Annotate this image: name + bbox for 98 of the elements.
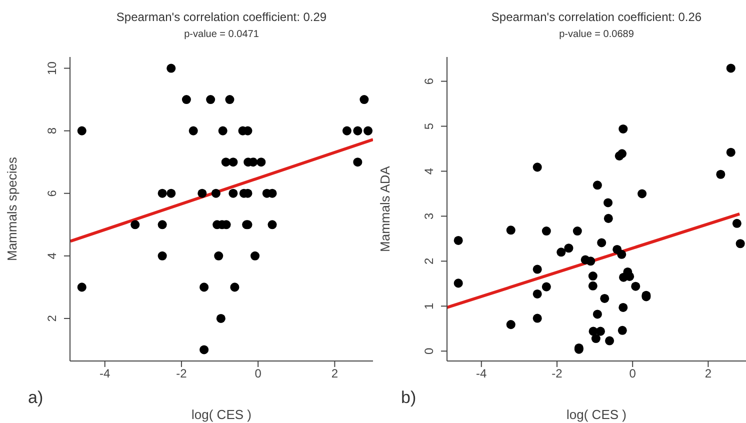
point (532, 162, 542, 172)
point (342, 126, 352, 136)
point (211, 188, 220, 198)
chart-subtitle: p-value = 0.0471 (183, 29, 260, 40)
point (200, 345, 209, 354)
point (230, 282, 240, 292)
y-axis-title: Mammals ADA (378, 166, 393, 252)
point (588, 272, 598, 281)
x-tick-label: 2 (331, 366, 338, 381)
point (542, 226, 551, 236)
y-tick-label: 6 (422, 78, 436, 85)
point (506, 226, 516, 235)
point (188, 126, 198, 136)
text: a) (28, 388, 44, 408)
point (360, 95, 369, 104)
point (592, 310, 602, 319)
point (214, 251, 224, 260)
point (198, 188, 207, 198)
point (225, 95, 234, 104)
point (588, 281, 598, 290)
point (605, 336, 614, 346)
x-tick-label: 0 (629, 366, 636, 381)
point (586, 256, 596, 266)
chart-subtitle: p-value = 0.0689 (558, 29, 635, 40)
point (130, 220, 140, 230)
point (604, 198, 613, 208)
y-tick-label: 4 (422, 168, 436, 175)
point (592, 180, 602, 190)
point (353, 158, 362, 167)
chart-title: Spearman's correlation coefficient: 0.26 (490, 10, 703, 24)
point (726, 148, 736, 157)
point (736, 239, 745, 248)
y-tick-label: 10 (45, 61, 59, 75)
y-tick-label: 4 (45, 252, 59, 260)
point (218, 126, 228, 136)
point (158, 188, 167, 198)
point (250, 251, 260, 260)
y-tick-label: 5 (422, 122, 436, 130)
point (166, 188, 176, 198)
x-axis-title: log( CES ) (192, 407, 252, 422)
point (158, 251, 167, 260)
point (716, 170, 726, 179)
point (618, 302, 628, 312)
x-tick-label: -2 (176, 366, 188, 381)
x-axis-title: log( CES ) (566, 407, 626, 422)
point (454, 278, 463, 288)
x-tick-label: -4 (100, 366, 111, 381)
point (353, 126, 362, 136)
point (618, 326, 627, 335)
point (591, 334, 600, 344)
text: b) (401, 388, 416, 408)
point (364, 126, 373, 136)
y-tick-label: 3 (422, 212, 436, 220)
point (206, 95, 216, 104)
point (506, 320, 516, 330)
y-tick-label: 2 (45, 314, 59, 322)
point (572, 226, 582, 236)
point (200, 282, 209, 292)
point (77, 126, 86, 136)
point (542, 282, 551, 292)
point (596, 326, 605, 336)
x-tick-label: 0 (254, 366, 262, 381)
x-tick-label: -2 (552, 366, 563, 381)
point (604, 214, 613, 223)
y-tick-label: 2 (422, 258, 436, 265)
point (268, 220, 277, 230)
point (556, 248, 566, 257)
point (618, 124, 628, 134)
point (158, 220, 167, 230)
x-tick-label: -4 (476, 366, 488, 381)
y-tick-label: 8 (45, 127, 59, 134)
point (216, 314, 226, 323)
point (597, 238, 606, 248)
point (532, 264, 542, 274)
chart-title: Spearman's correlation coefficient: 0.29 (115, 10, 328, 24)
point (182, 95, 191, 104)
y-tick-label: 0 (422, 347, 436, 354)
x-tick-label: 2 (704, 366, 712, 381)
point (532, 314, 542, 323)
point (256, 158, 266, 167)
point (726, 64, 736, 73)
point (631, 282, 640, 291)
point (228, 188, 238, 198)
point (617, 250, 626, 259)
y-tick-label: 6 (45, 190, 59, 197)
point (228, 158, 238, 167)
point (532, 289, 542, 298)
point (221, 158, 230, 167)
y-tick-label: 1 (422, 302, 436, 310)
y-axis-title: Mammals species (4, 156, 20, 262)
point (618, 149, 627, 158)
point (564, 244, 574, 253)
point (166, 64, 176, 73)
point (600, 294, 610, 303)
point (732, 218, 742, 228)
point (638, 189, 647, 198)
point (454, 236, 463, 245)
point (77, 282, 86, 292)
